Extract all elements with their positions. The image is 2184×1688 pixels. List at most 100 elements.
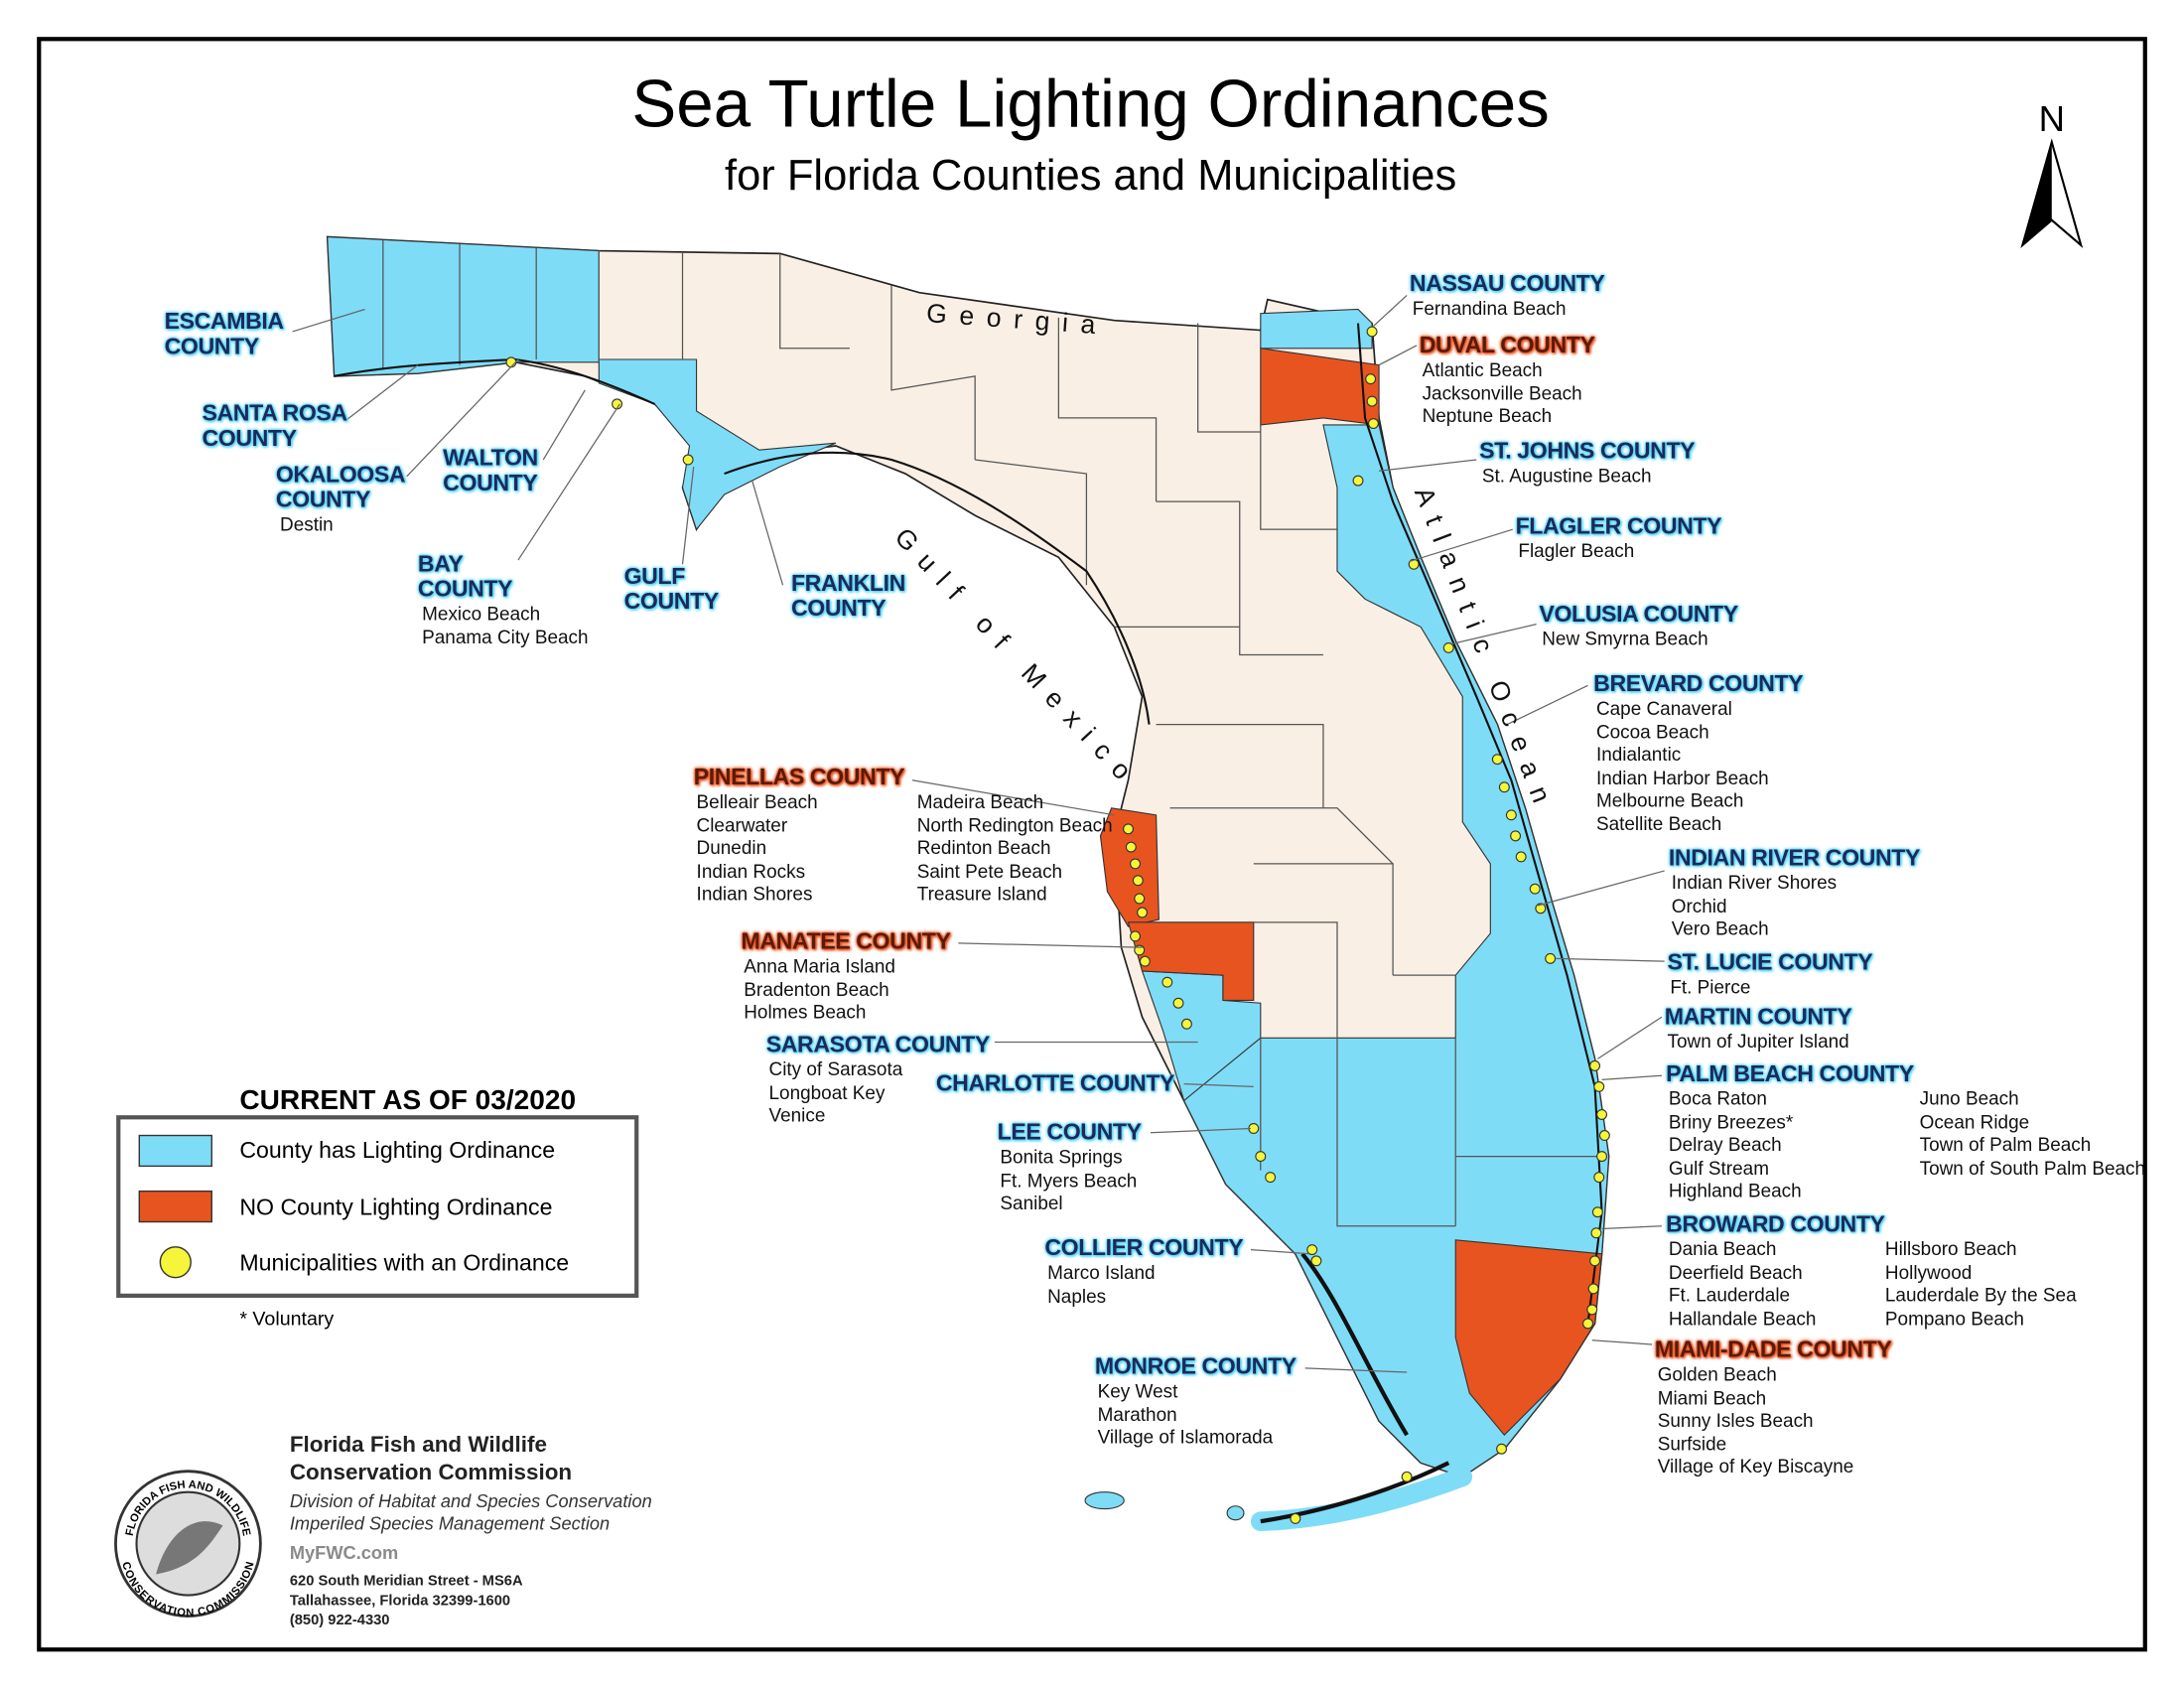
county-name: DUVAL COUNTY: [1419, 333, 1595, 358]
municipality: Mexico Beach: [422, 603, 541, 625]
county-name: PINELLAS COUNTY: [693, 765, 905, 790]
municipality-list: Fernandina Beach: [1413, 298, 1605, 321]
municipality: Indian Rocks: [696, 860, 806, 882]
municipality: Miami Beach: [1657, 1386, 1767, 1408]
municipality-list: Key West Marathon Village of Islamorada: [1098, 1380, 1297, 1449]
county-label: PALM BEACH COUNTY Boca Raton Briny Breezes…: [1666, 1061, 2145, 1202]
municipality: Saint Pete Beach: [916, 860, 1063, 882]
county-name: BREVARD COUNTY: [1593, 671, 1804, 697]
county-name: ST. LUCIE COUNTY: [1667, 949, 1873, 976]
county-name: INDIAN RIVER COUNTY: [1668, 845, 1921, 871]
municipality: Sunny Isles Beach: [1657, 1409, 1814, 1431]
municipality: Destin: [280, 513, 334, 535]
municipality-list: St. Augustine Beach: [1482, 466, 1695, 489]
municipality-list: Anna Maria Island Bradenton Beach Holmes B…: [744, 956, 950, 1025]
municipality: Jacksonville Beach: [1422, 382, 1582, 404]
municipality-list: Golden Beach Miami Beach Sunny Isles Beach…: [1658, 1364, 1892, 1479]
municipality: Redinton Beach: [916, 837, 1051, 859]
municipality-list: Belleair Beach Clearwater Dunedin Indian Ro…: [697, 791, 1113, 907]
county-name: SARASOTA COUNTY: [765, 1032, 991, 1057]
county-label: WALTON COUNTY: [443, 446, 554, 496]
agency-name: Conservation Commission: [290, 1460, 572, 1484]
municipality: Pompano Beach: [1884, 1307, 2024, 1329]
county-label: BAY COUNTY Mexico Beach Panama City Beach: [418, 552, 589, 649]
county-name: OKALOOSA COUNTY: [275, 462, 405, 513]
legend-note: * Voluntary: [239, 1308, 334, 1330]
municipality: Holmes Beach: [744, 1001, 867, 1023]
no-ordinance-regions: [1099, 348, 1603, 1437]
municipality: Indian Shores: [696, 883, 813, 905]
municipality: Town of Jupiter Island: [1667, 1031, 1849, 1053]
legend-swatch: [138, 1190, 212, 1223]
municipality: St. Augustine Beach: [1481, 465, 1652, 487]
county-label: VOLUSIA COUNTY New Smyrna Beach: [1539, 602, 1738, 651]
municipality-list: Ft. Pierce: [1670, 977, 1872, 1000]
north-label: N: [2039, 98, 2065, 139]
county-name: COLLIER COUNTY: [1044, 1235, 1244, 1261]
municipality: Clearwater: [696, 814, 788, 836]
legend-heading: CURRENT AS OF 03/2020: [239, 1084, 576, 1115]
municipality: Key West: [1097, 1380, 1178, 1402]
municipality: New Smyrna Beach: [1542, 628, 1708, 649]
municipality-list: Flagler Beach: [1518, 540, 1721, 563]
municipality: Ft. Pierce: [1670, 976, 1751, 998]
county-boundaries: [382, 239, 1602, 1227]
county-label: MONROE COUNTY Key West Marathon Village of …: [1095, 1354, 1297, 1450]
municipality-list: Dania Beach Deerfield Beach Ft. Lauderdale…: [1669, 1238, 2077, 1331]
municipality: Lauderdale By the Sea: [1884, 1284, 2077, 1306]
municipality: Ocean Ridge: [1919, 1110, 2030, 1133]
municipality-list: Town of Jupiter Island: [1668, 1031, 1852, 1054]
county-name: MARTIN COUNTY: [1664, 1004, 1852, 1030]
municipality: Naples: [1047, 1285, 1107, 1307]
municipality: Juno Beach: [1919, 1087, 2019, 1109]
municipality: Boca Raton: [1668, 1087, 1767, 1109]
municipality: Dunedin: [696, 837, 767, 859]
municipality: North Redington Beach: [916, 814, 1113, 836]
municipality-list: City of Sarasota Longboat Key Venice: [769, 1058, 990, 1127]
county-name: MONROE COUNTY: [1094, 1353, 1297, 1380]
legend-box: [116, 1115, 639, 1298]
county-label: BROWARD COUNTY Dania Beach Deerfield Beach…: [1666, 1212, 2077, 1331]
county-name: FRANKLIN COUNTY: [790, 571, 905, 622]
municipality-dots: [505, 326, 1610, 1524]
municipality: Indian River Shores: [1671, 872, 1838, 894]
municipality: Deerfield Beach: [1668, 1261, 1803, 1283]
municipality: Hallandale Beach: [1668, 1307, 1817, 1329]
municipality: Melbourne Beach: [1595, 789, 1744, 811]
municipality: Marco Island: [1047, 1262, 1156, 1284]
municipality: Golden Beach: [1657, 1363, 1777, 1385]
agency-division: Imperiled Species Management Section: [290, 1513, 610, 1534]
county-name: CHARLOTTE COUNTY: [935, 1070, 1175, 1097]
municipality: Neptune Beach: [1422, 405, 1553, 427]
county-name: GULF COUNTY: [623, 564, 720, 615]
agency-address: (850) 922-4330: [290, 1613, 390, 1628]
municipality: Atlantic Beach: [1422, 358, 1543, 381]
municipality-list: Bonita Springs Ft. Myers Beach Sanibel: [1000, 1147, 1141, 1215]
municipality: Ft. Lauderdale: [1668, 1284, 1791, 1306]
municipality: Bradenton Beach: [744, 978, 889, 1000]
agency-address: Tallahassee, Florida 32399-1600: [290, 1593, 510, 1609]
municipality: Town of Palm Beach: [1919, 1134, 2092, 1156]
municipality: Hillsboro Beach: [1884, 1238, 2017, 1260]
municipality: Ft. Myers Beach: [1000, 1169, 1138, 1191]
municipality: Indialantic: [1595, 744, 1682, 766]
county-label: OKALOOSA COUNTY Destin: [276, 463, 415, 537]
subtitle: for Florida Counties and Municipalities: [725, 152, 1456, 200]
municipality: Village of Key Biscayne: [1657, 1456, 1854, 1477]
county-name: LEE COUNTY: [997, 1120, 1142, 1146]
agency-website: MyFWC.com: [290, 1542, 398, 1563]
coast-detail: [334, 323, 1603, 1524]
frame: [37, 37, 2147, 1652]
municipality: Fernandina Beach: [1412, 298, 1567, 320]
north-arrow-fill: [2022, 142, 2052, 245]
municipality: Madeira Beach: [916, 790, 1044, 813]
municipality: Venice: [768, 1104, 826, 1126]
county-label: LEE COUNTY Bonita Springs Ft. Myers Beach S…: [998, 1120, 1142, 1215]
municipality: City of Sarasota: [768, 1058, 903, 1080]
municipality-list: Indian River Shores Orchid Vero Beach: [1672, 872, 1920, 940]
municipality: Dania Beach: [1668, 1238, 1777, 1260]
legend-item: County has Lighting Ordinance: [239, 1137, 555, 1163]
agency-name: Florida Fish and Wildlife: [290, 1432, 547, 1457]
county-label: NASSAU COUNTY Fernandina Beach: [1410, 272, 1605, 322]
